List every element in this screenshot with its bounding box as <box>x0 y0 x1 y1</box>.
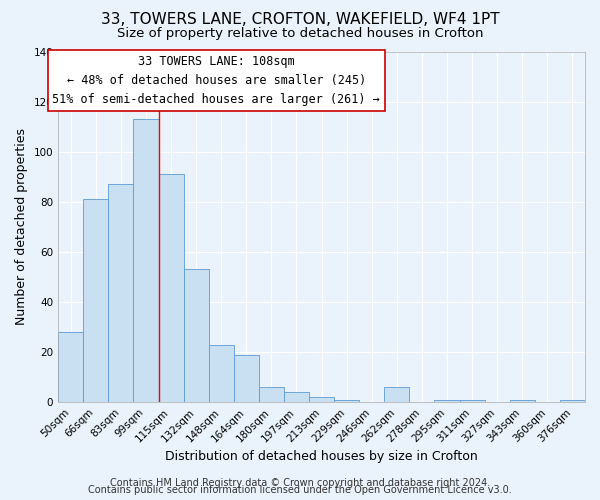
Text: 33 TOWERS LANE: 108sqm
← 48% of detached houses are smaller (245)
51% of semi-de: 33 TOWERS LANE: 108sqm ← 48% of detached… <box>52 55 380 106</box>
Bar <box>385 387 409 402</box>
Bar <box>109 184 133 402</box>
Text: 33, TOWERS LANE, CROFTON, WAKEFIELD, WF4 1PT: 33, TOWERS LANE, CROFTON, WAKEFIELD, WF4… <box>101 12 499 28</box>
Bar <box>133 119 158 402</box>
Bar <box>334 400 359 402</box>
Bar <box>460 400 485 402</box>
Bar <box>560 400 585 402</box>
Text: Size of property relative to detached houses in Crofton: Size of property relative to detached ho… <box>117 28 483 40</box>
Bar <box>184 270 209 402</box>
Bar <box>234 354 259 402</box>
Bar <box>158 174 184 402</box>
Text: Contains HM Land Registry data © Crown copyright and database right 2024.: Contains HM Land Registry data © Crown c… <box>110 478 490 488</box>
Text: Contains public sector information licensed under the Open Government Licence v3: Contains public sector information licen… <box>88 485 512 495</box>
Bar <box>434 400 460 402</box>
Bar <box>309 397 334 402</box>
Bar <box>259 387 284 402</box>
Bar <box>510 400 535 402</box>
Bar <box>284 392 309 402</box>
Bar <box>83 200 109 402</box>
Y-axis label: Number of detached properties: Number of detached properties <box>15 128 28 326</box>
Bar <box>58 332 83 402</box>
X-axis label: Distribution of detached houses by size in Crofton: Distribution of detached houses by size … <box>165 450 478 462</box>
Bar <box>209 344 234 402</box>
